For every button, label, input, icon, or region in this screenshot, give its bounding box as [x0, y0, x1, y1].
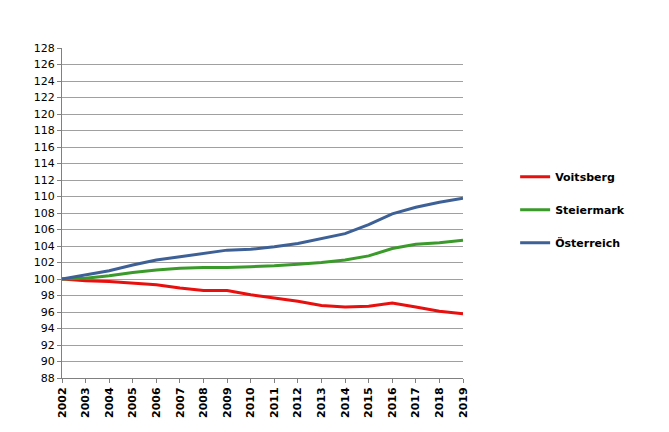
- svg-text:126: 126: [34, 58, 55, 71]
- svg-text:92: 92: [41, 339, 55, 352]
- svg-text:2003: 2003: [79, 387, 92, 418]
- svg-text:2015: 2015: [362, 387, 375, 418]
- svg-text:2013: 2013: [315, 387, 328, 418]
- svg-text:2019: 2019: [457, 387, 470, 418]
- svg-text:94: 94: [41, 322, 55, 335]
- svg-text:110: 110: [34, 190, 55, 203]
- svg-text:98: 98: [41, 289, 55, 302]
- svg-text:2011: 2011: [268, 387, 281, 418]
- svg-text:122: 122: [34, 91, 55, 104]
- svg-text:114: 114: [34, 157, 55, 170]
- svg-text:2005: 2005: [126, 387, 139, 418]
- svg-text:2010: 2010: [244, 387, 257, 418]
- svg-text:2009: 2009: [221, 387, 234, 418]
- svg-text:2002: 2002: [56, 387, 69, 418]
- svg-text:116: 116: [34, 141, 55, 154]
- svg-text:112: 112: [34, 174, 55, 187]
- svg-text:96: 96: [41, 306, 55, 319]
- svg-text:2004: 2004: [103, 387, 116, 418]
- svg-text:120: 120: [34, 108, 55, 121]
- svg-text:2012: 2012: [291, 387, 304, 418]
- svg-text:90: 90: [41, 355, 55, 368]
- svg-text:2014: 2014: [339, 387, 352, 418]
- svg-text:108: 108: [34, 207, 55, 220]
- svg-text:106: 106: [34, 223, 55, 236]
- svg-text:2016: 2016: [386, 387, 399, 418]
- svg-text:2017: 2017: [409, 387, 422, 418]
- svg-text:104: 104: [34, 240, 55, 253]
- svg-text:124: 124: [34, 75, 55, 88]
- svg-text:2008: 2008: [197, 387, 210, 418]
- svg-text:Österreich: Österreich: [555, 236, 620, 250]
- svg-text:Steiermark: Steiermark: [555, 204, 625, 217]
- svg-text:128: 128: [34, 42, 55, 55]
- svg-text:100: 100: [34, 273, 55, 286]
- svg-text:2007: 2007: [174, 387, 187, 418]
- svg-text:102: 102: [34, 256, 55, 269]
- svg-text:118: 118: [34, 124, 55, 137]
- svg-text:2006: 2006: [150, 387, 163, 418]
- svg-text:88: 88: [41, 372, 55, 385]
- svg-text:Voitsberg: Voitsberg: [555, 171, 615, 184]
- svg-text:2018: 2018: [433, 387, 446, 418]
